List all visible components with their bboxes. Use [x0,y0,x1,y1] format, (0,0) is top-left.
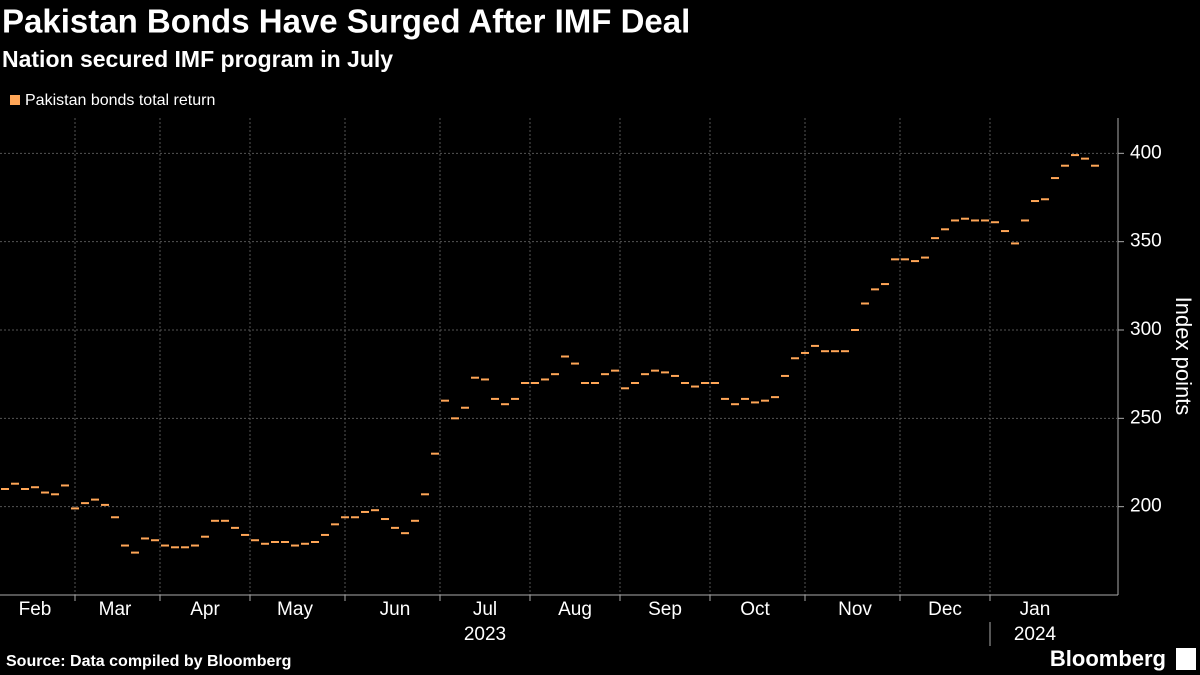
legend-label: Pakistan bonds total return [25,92,215,109]
source: Source: Data compiled by Bloomberg [6,653,291,670]
year-label: 2023 [464,624,506,645]
year-label: 2024 [1014,624,1057,645]
chart-subtitle: Nation secured IMF program in July [2,46,393,72]
x-tick-label: Jul [473,599,497,620]
x-tick-label: Jun [380,599,411,620]
x-tick-label: Feb [19,599,52,620]
x-tick-label: Dec [928,599,962,620]
x-tick-label: Jan [1020,599,1051,620]
chart-title: Pakistan Bonds Have Surged After IMF Dea… [2,3,690,40]
y-tick-label: 400 [1130,142,1162,163]
x-tick-label: Sep [648,599,682,620]
x-tick-label: Mar [99,599,132,620]
y-tick-label: 300 [1130,319,1162,340]
y-tick-label: 250 [1130,407,1162,428]
x-tick-label: Aug [558,599,592,620]
x-tick-label: Nov [838,599,872,620]
legend-swatch [10,95,20,105]
x-tick-label: Oct [740,599,770,620]
brand-icon [1176,648,1196,670]
brand: Bloomberg [1050,646,1166,671]
x-tick-label: May [277,599,313,620]
y-axis-label: Index points [1171,297,1196,416]
y-tick-label: 350 [1130,231,1162,252]
y-tick-label: 200 [1130,496,1162,517]
x-tick-label: Apr [190,599,220,620]
